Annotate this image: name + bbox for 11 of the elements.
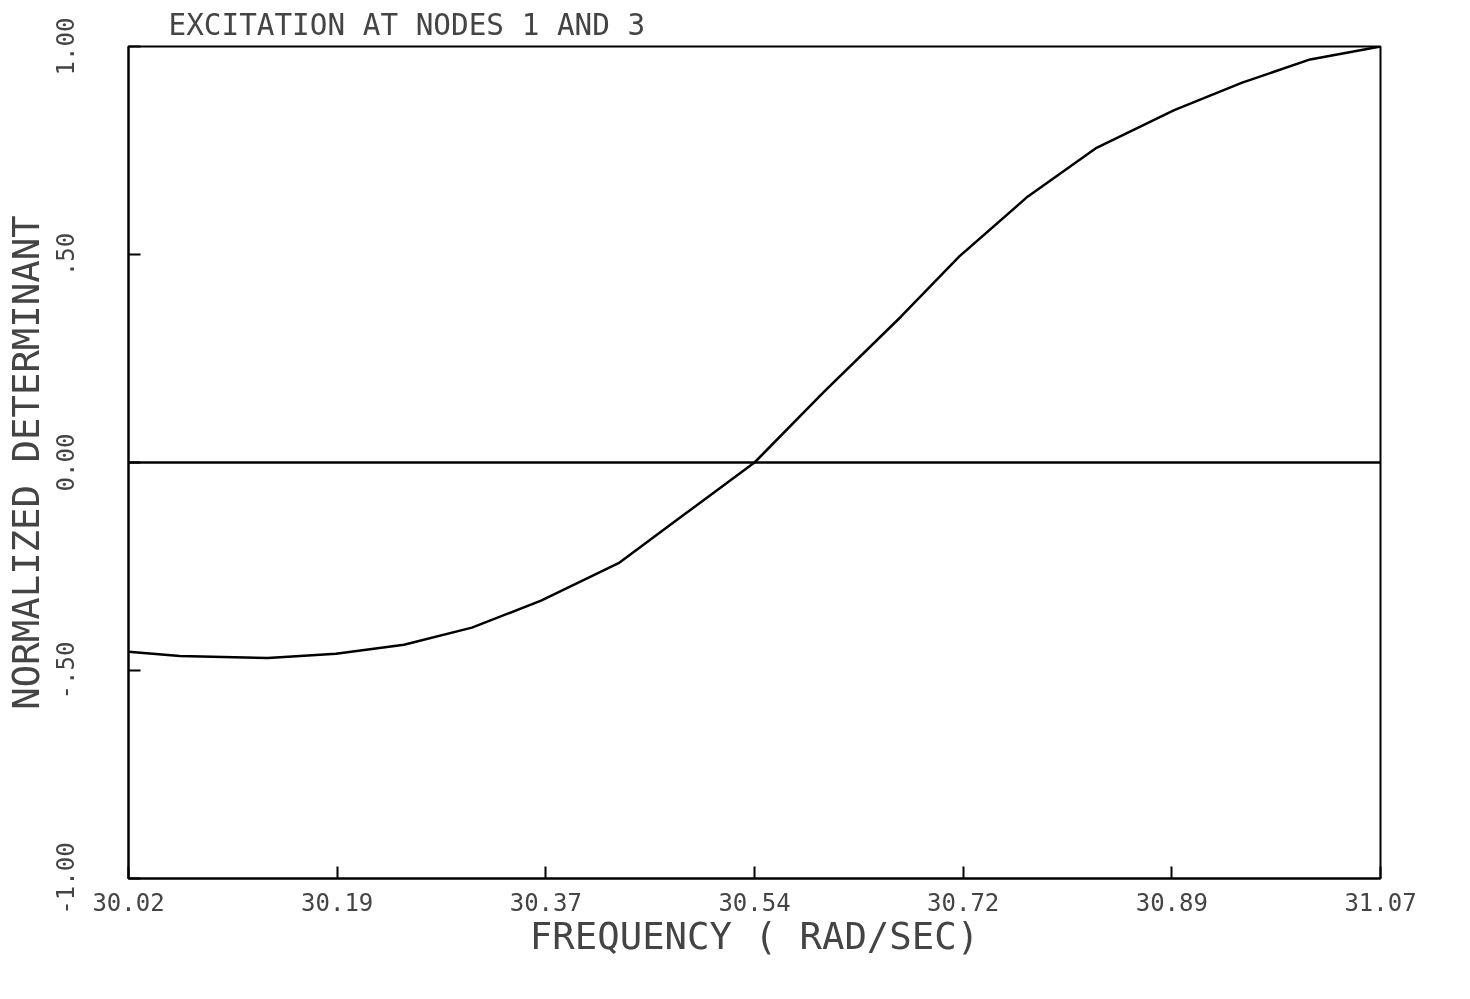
chart-title: EXCITATION AT NODES 1 AND 3 — [168, 7, 646, 42]
x-tick-label: 30.89 — [1135, 888, 1208, 917]
y-tick-label: 0.00 — [51, 433, 80, 492]
y-tick-label: -.50 — [51, 641, 80, 700]
y-tick-label: .50 — [51, 232, 80, 277]
x-tick-label: 30.19 — [301, 888, 374, 917]
y-axis-title: NORMALIZED DETERMINANT — [3, 215, 48, 710]
y-tick-label: -1.00 — [51, 842, 80, 915]
x-tick-label: 30.02 — [92, 888, 165, 917]
y-tick-label: 1.00 — [51, 17, 80, 76]
x-tick-label: 31.07 — [1344, 888, 1417, 917]
